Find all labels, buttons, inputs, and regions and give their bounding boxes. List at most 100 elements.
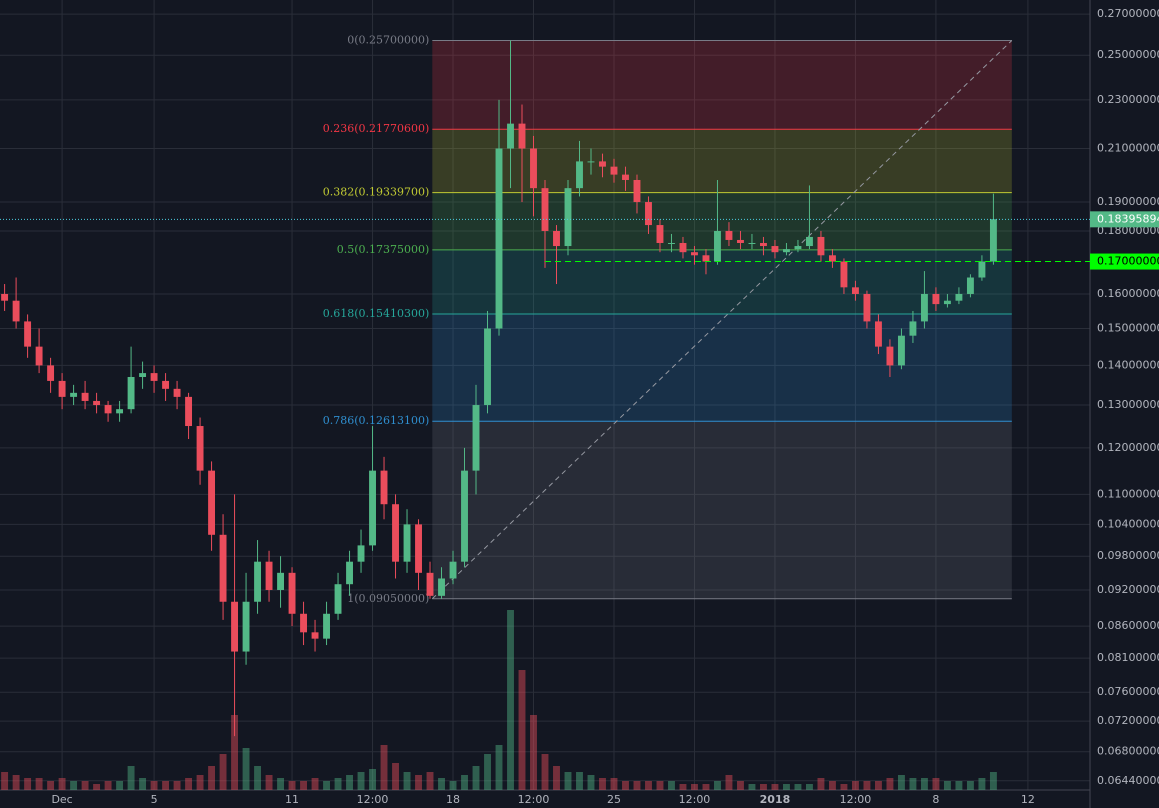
candle-body — [495, 148, 503, 329]
volume-bar — [817, 778, 825, 790]
candle-body — [415, 524, 422, 573]
volume-bar — [679, 784, 687, 790]
candle-body — [35, 346, 43, 366]
volume-bar — [24, 778, 32, 790]
volume-bar — [748, 784, 756, 790]
candle-body — [346, 561, 353, 585]
volume-bar — [150, 781, 158, 790]
volume-bar — [989, 772, 997, 790]
candle-body — [254, 561, 262, 602]
y-tick-label: 0.06800000 — [1097, 745, 1159, 758]
volume-bar — [691, 784, 698, 790]
candle-body — [794, 246, 802, 250]
candle-body — [633, 179, 641, 203]
candle-body — [461, 470, 468, 562]
volume-bar — [334, 778, 342, 790]
volume-bar — [265, 775, 273, 790]
volume-bar — [874, 781, 882, 790]
y-tick-label: 0.21000000 — [1097, 142, 1159, 155]
volume-bar — [162, 781, 170, 790]
volume-bar — [943, 781, 951, 790]
volume-bar — [173, 781, 181, 790]
volume-bar — [415, 775, 422, 790]
candle-body — [828, 255, 836, 262]
candle-body — [116, 409, 124, 414]
volume-bar — [656, 781, 664, 790]
volume-bar — [219, 754, 227, 790]
candle-body — [93, 400, 101, 406]
y-tick-label: 0.08100000 — [1097, 651, 1159, 664]
candle-body — [334, 584, 342, 614]
volume-bar — [553, 766, 560, 790]
volume-bar — [346, 775, 353, 790]
fib-label: 0.236(0.21770600) — [323, 122, 430, 135]
candle-body — [932, 293, 940, 305]
fib-label: 0.786(0.12613100) — [323, 414, 430, 427]
volume-bar — [518, 670, 526, 790]
candle-body — [783, 249, 790, 253]
volume-bar — [208, 766, 216, 790]
candle-body — [24, 321, 32, 347]
volume-bar — [851, 781, 859, 790]
volume-bar — [737, 781, 744, 790]
candle-body — [909, 321, 917, 336]
fib-zone — [432, 249, 1012, 315]
price-label-box — [1090, 211, 1159, 228]
candle-body — [311, 632, 319, 639]
volume-bar — [12, 775, 20, 790]
volume-bar — [622, 781, 629, 790]
volume-bar — [633, 781, 641, 790]
fib-label: 0.5(0.17375000) — [337, 243, 430, 256]
candle-body — [989, 219, 997, 262]
volume-bar — [495, 745, 503, 790]
volume-bar — [725, 775, 733, 790]
volume-bar — [610, 778, 618, 790]
candle-body — [553, 230, 560, 247]
volume-bar — [863, 781, 871, 790]
candle-body — [760, 242, 767, 247]
volume-bar — [794, 784, 802, 790]
volume-bar — [599, 778, 606, 790]
candle-body — [484, 328, 491, 406]
y-tick-label: 0.12000000 — [1097, 441, 1159, 454]
volume-bar — [461, 775, 468, 790]
volume-bar — [196, 775, 204, 790]
volume-bar — [576, 772, 583, 790]
candle-body — [840, 261, 848, 288]
volume-bar — [380, 745, 388, 790]
candle-body — [622, 174, 629, 180]
volume-bar — [323, 781, 330, 790]
candle-body — [978, 261, 986, 278]
candle-body — [70, 392, 78, 397]
volume-bar — [254, 766, 262, 790]
y-tick-label: 0.08600000 — [1097, 619, 1159, 632]
candle-body — [58, 380, 66, 397]
volume-bar — [58, 778, 66, 790]
volume-bar — [116, 781, 124, 790]
volume-bar — [300, 781, 307, 790]
volume-bar — [714, 781, 721, 790]
volume-bar — [426, 772, 434, 790]
candle-body — [714, 230, 721, 262]
candle-body — [127, 376, 135, 410]
candle-body — [748, 242, 756, 244]
candle-body — [1, 293, 9, 301]
candle-body — [300, 613, 307, 633]
x-tick-label: 12:00 — [518, 793, 550, 806]
volume-bar — [1, 772, 9, 790]
y-tick-label: 0.09800000 — [1097, 549, 1159, 562]
volume-bar — [93, 784, 101, 790]
y-tick-label: 0.15000000 — [1097, 321, 1159, 334]
volume-bar — [564, 772, 572, 790]
candle-body — [874, 321, 882, 347]
candle-body — [403, 524, 411, 562]
x-tick-label: 11 — [285, 793, 299, 806]
candle-body — [920, 293, 928, 322]
volume-bar — [277, 778, 284, 790]
volume-bar — [645, 781, 652, 790]
volume-bar — [47, 781, 55, 790]
candle-body — [817, 236, 825, 256]
candle-body — [219, 534, 227, 602]
volume-bar — [104, 781, 112, 790]
x-tick-label: 12 — [1021, 793, 1035, 806]
